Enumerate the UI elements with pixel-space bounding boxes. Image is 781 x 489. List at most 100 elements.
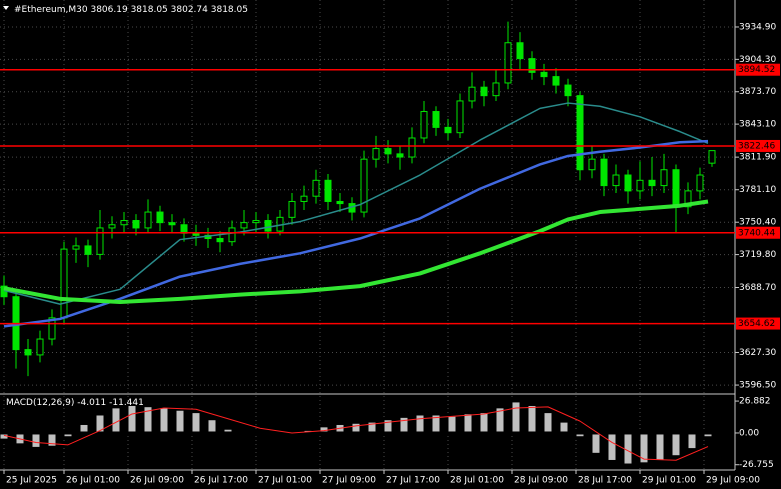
macd-bar [381, 417, 395, 435]
candle-body [216, 238, 224, 243]
candle-body [480, 86, 488, 97]
candle-body [84, 245, 92, 255]
y-tick-label: 3750.40 [739, 218, 776, 228]
candle-body [612, 174, 620, 187]
line [3, 102, 709, 305]
x-tick-label: 27 Jul 01:00 [258, 476, 312, 486]
macd-bar [93, 412, 107, 435]
candle-body [456, 100, 464, 134]
candle-body [468, 86, 476, 102]
macd-bar [45, 431, 59, 449]
candle-body [324, 179, 332, 202]
y-tick-label: 3781.10 [739, 185, 776, 195]
y-tick-label: 0.00 [739, 428, 759, 438]
macd-text: MACD(12,26,9) [6, 398, 74, 408]
candle-body [120, 220, 128, 226]
candle-body [540, 71, 548, 78]
candle-body [672, 169, 680, 208]
level-label-box [736, 63, 780, 76]
candle-body [108, 224, 116, 229]
candle-body [624, 174, 632, 192]
macd-bar [557, 419, 571, 435]
y-tick-label: 3934.90 [739, 22, 776, 32]
candle-body [492, 82, 500, 97]
macd-bar [365, 419, 379, 435]
candle-body [684, 190, 692, 208]
candle-body [564, 84, 572, 97]
candle-body [36, 338, 44, 356]
macd-bar [573, 431, 587, 440]
candle-body [60, 248, 68, 319]
y-tick-label: 3596.50 [739, 381, 776, 391]
candle-body [636, 179, 644, 192]
macd-bar [269, 431, 283, 437]
candle-body [444, 126, 452, 134]
x-tick-label: 28 Jul 09:00 [514, 476, 568, 486]
ohlc-value: 3802.74 [171, 5, 208, 15]
candle-body [72, 245, 80, 250]
macd-bar [653, 431, 667, 463]
candle-body [432, 111, 440, 128]
candle-body [360, 158, 368, 213]
macd-bar [461, 411, 475, 435]
macd-bar [397, 414, 411, 435]
y-tick-label: 3873.70 [739, 87, 776, 97]
candle-body [252, 220, 260, 224]
candle-body [336, 200, 344, 205]
y-tick-label: -26.755 [739, 460, 774, 470]
level-label-box [736, 226, 780, 239]
candle-body [708, 150, 716, 164]
candle-body [528, 58, 536, 73]
candle-body [552, 76, 560, 86]
candle-body [660, 169, 668, 187]
y-tick-label: 3843.10 [739, 120, 776, 130]
candle-body [600, 158, 608, 187]
level-label: 3894.52 [738, 65, 775, 75]
candle-body [96, 227, 104, 255]
candle-body [168, 222, 176, 226]
line [3, 199, 709, 304]
level-label: 3740.44 [738, 228, 775, 238]
macd-bar [541, 410, 555, 435]
y-tick-label: 3904.30 [739, 55, 776, 65]
macd-bar [189, 410, 203, 435]
x-tick-label: 28 Jul 01:00 [450, 476, 504, 486]
candle-body [24, 349, 32, 356]
candle-body [420, 111, 428, 139]
candle-body [408, 137, 416, 158]
candle-body [588, 158, 596, 171]
candle-body [648, 179, 656, 187]
macd-bar [605, 431, 619, 463]
x-tick-label: 26 Jul 17:00 [194, 476, 248, 486]
candle-body [192, 232, 200, 236]
x-tick-label: 25 Jul 2025 [6, 476, 57, 486]
x-tick-label: 28 Jul 17:00 [578, 476, 632, 486]
candle-body [240, 222, 248, 229]
menu-arrow [3, 6, 9, 10]
y-tick-label: 3627.30 [739, 348, 776, 358]
ohlc-value: 3818.05 [131, 5, 168, 15]
level-label-box [736, 139, 780, 152]
macd-bar [525, 402, 539, 435]
level-label: 3654.62 [738, 319, 775, 329]
line [3, 139, 709, 328]
macd-header: MACD(12,26,9) -4.011 -11.441 [6, 398, 144, 408]
macd-bar [349, 420, 363, 435]
y-tick-label: 3688.70 [739, 283, 776, 293]
macd-text: -11.441 [109, 398, 144, 408]
macd-bar [125, 402, 139, 435]
macd-bar [429, 412, 443, 435]
macd-bar [317, 424, 331, 435]
macd-bar [29, 431, 43, 450]
y-tick-label: 3719.80 [739, 250, 776, 260]
level-label: 3822.46 [738, 141, 775, 151]
macd-bar [477, 410, 491, 435]
candle-body [228, 227, 236, 243]
y-tick-label: 3811.90 [739, 153, 776, 163]
macd-bar [509, 399, 523, 435]
ohlc-value: 3806.19 [90, 5, 127, 15]
level-label-box [736, 317, 780, 330]
candle-body [264, 220, 272, 232]
candle-body [396, 153, 404, 158]
candle-body [696, 174, 704, 192]
